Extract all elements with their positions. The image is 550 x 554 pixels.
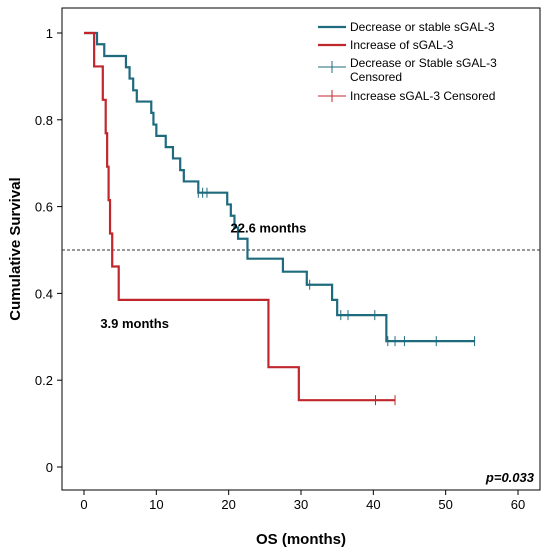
- median-annotation-increase: 3.9 months: [100, 316, 169, 331]
- x-axis-title: OS (months): [256, 531, 346, 548]
- legend-censor-marker-increase: [318, 90, 346, 102]
- x-tick-label: 10: [149, 497, 163, 512]
- x-tick-label: 50: [438, 497, 452, 512]
- annotation-layer: 22.6 months 3.9 months p=0.033: [100, 221, 534, 485]
- x-tick-label: 30: [294, 497, 308, 512]
- legend-label-increase-censored: Increase sGAL-3 Censored: [350, 89, 495, 103]
- series-layer: [84, 31, 476, 406]
- axes: 0 10 20 30 40 50 60 0 0.2 0.4 0.6 0.8 1: [35, 7, 541, 512]
- y-tick-label: 0: [46, 460, 53, 475]
- x-tick-label: 0: [80, 497, 87, 512]
- survival-curve-decrease: [84, 31, 475, 343]
- x-tick-label: 20: [221, 497, 235, 512]
- survival-curve-increase: [84, 31, 396, 402]
- y-tick-label: 0.4: [35, 286, 53, 301]
- x-tick-label: 60: [511, 497, 525, 512]
- y-tick-label: 0.6: [35, 200, 53, 215]
- legend-label-line: Decrease or Stable sGAL-3: [350, 56, 497, 70]
- legend-label-decrease-censored: Decrease or Stable sGAL-3 Censored: [350, 56, 497, 84]
- legend: Decrease or stable sGAL-3 Increase of sG…: [318, 20, 497, 103]
- y-axis-title: Cumulative Survival: [7, 177, 24, 320]
- axis-titles: OS (months) Cumulative Survival: [7, 177, 346, 548]
- y-tick-label: 0.8: [35, 113, 53, 128]
- legend-label-increase: Increase of sGAL-3: [350, 38, 454, 52]
- x-tick-label: 40: [366, 497, 380, 512]
- legend-label-decrease: Decrease or stable sGAL-3: [350, 20, 495, 34]
- legend-censor-marker-decrease: [318, 61, 346, 73]
- y-tick-label: 1: [46, 26, 53, 41]
- p-value: p=0.033: [485, 470, 535, 485]
- median-annotation-decrease: 22.6 months: [231, 221, 307, 236]
- y-tick-label: 0.2: [35, 373, 53, 388]
- legend-label-line: Censored: [350, 70, 402, 84]
